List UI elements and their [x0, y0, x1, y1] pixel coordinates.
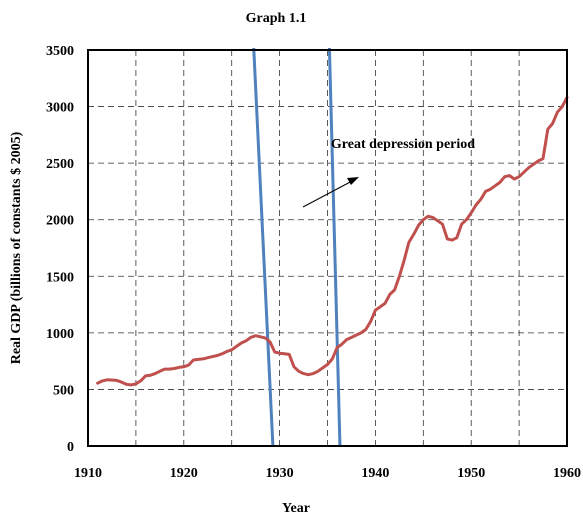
series-layer — [96, 96, 569, 387]
y-tick-label: 2500 — [46, 157, 74, 172]
y-axis-label: Real GDP (billions of constants $ 2005) — [9, 131, 24, 364]
annotation-arrow-line — [302, 179, 355, 208]
gdp-series-line — [96, 96, 569, 387]
x-tick-label: 1940 — [361, 466, 389, 481]
y-tick-label: 1000 — [46, 327, 74, 342]
depression-period-line — [252, 47, 275, 447]
y-tick-label: 2000 — [46, 214, 74, 229]
y-tick-label: 1500 — [46, 270, 74, 285]
x-tick-label: 1960 — [553, 466, 581, 481]
chart-title: Graph 1.1 — [246, 11, 307, 26]
period-markers — [252, 47, 342, 447]
x-tick-label: 1910 — [74, 466, 102, 481]
x-tick-label: 1920 — [170, 466, 198, 481]
annotation-arrow — [302, 177, 359, 208]
plot-frame — [87, 49, 568, 447]
y-tick-label: 3000 — [46, 101, 74, 116]
y-tick-label: 500 — [53, 383, 74, 398]
annotation-text: Great depression period — [331, 137, 475, 152]
y-tick-label: 3500 — [46, 44, 74, 59]
depression-period-line — [327, 47, 342, 447]
grid — [88, 50, 567, 446]
y-tick-labels: 0 500 1000 1500 2000 2500 3000 3500 — [46, 44, 74, 455]
y-tick-label: 0 — [67, 440, 74, 455]
x-tick-label: 1950 — [457, 466, 485, 481]
annotation-arrow-head — [347, 177, 359, 185]
x-tick-label: 1930 — [266, 466, 294, 481]
x-axis-label: Year — [282, 501, 310, 516]
x-tick-labels: 1910 1920 1930 1940 1950 1960 — [74, 466, 581, 481]
